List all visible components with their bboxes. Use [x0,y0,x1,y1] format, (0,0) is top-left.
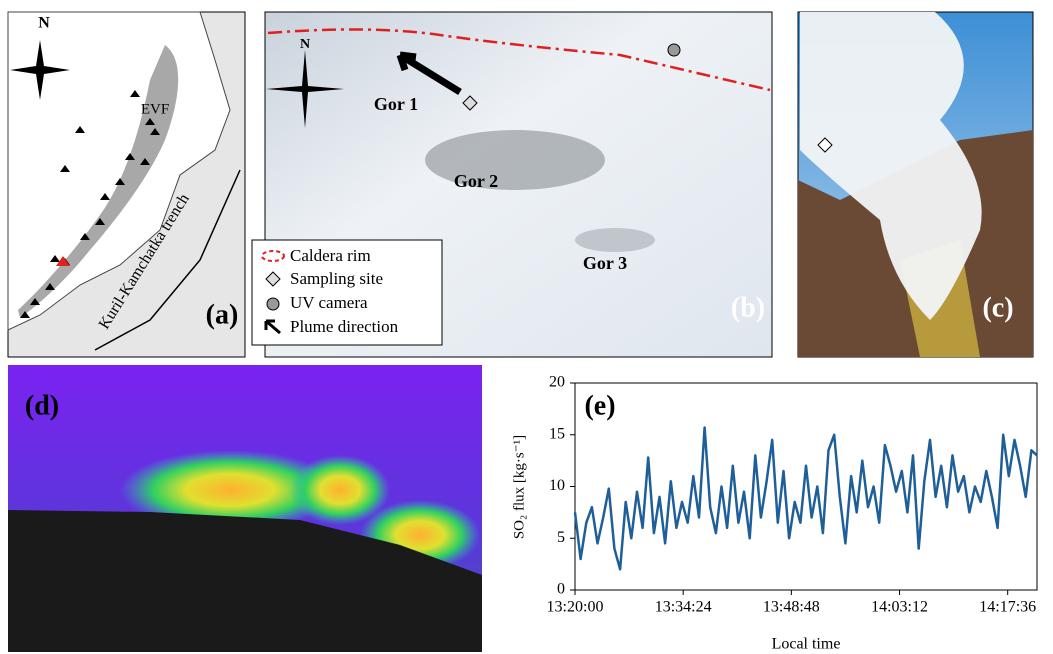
plume-signal [290,455,390,525]
y-axis-label: SO₂ flux [kg·s⁻¹] [511,435,527,539]
plume-signal [120,450,340,530]
panel-label: (b) [731,292,765,323]
legend-label: Sampling site [290,269,383,288]
legend-label: Caldera rim [290,246,371,265]
north-arrow [266,50,344,128]
uv-camera [667,43,681,57]
y-tick-label: 20 [549,374,565,391]
legend-symbol [265,271,281,287]
north-arrow [10,40,70,100]
trench-line [94,169,241,351]
x-axis-label: Local time [772,636,841,653]
legend-label: UV camera [290,293,368,312]
plume-arrow [396,51,462,95]
flux-line [573,426,1038,571]
sampling-site [817,137,833,153]
crater [575,228,655,252]
legend-symbol [261,250,285,262]
panel-label: (e) [584,390,615,421]
legend-label: Plume direction [290,317,399,336]
y-tick-label: 15 [549,425,565,442]
panel-e: (e) SO₂ flux [kg·s⁻¹] Local time 0 5 10 15 2… [511,374,1038,653]
region-label: EVF [141,101,169,117]
panel-label: (d) [25,390,59,421]
vent-label: Gor 2 [454,171,498,191]
x-tick-label: 14:03:12 [871,599,928,616]
x-tick-label: 14:17:36 [979,599,1036,616]
north-label: N [300,37,310,52]
volcanic-belt [18,45,179,318]
vent-label: Gor 3 [583,253,627,273]
panel-a: N EVF Kuril-Kamchatka trench (a) [7,11,246,358]
study-volcano [56,256,70,266]
y-tick-label: 10 [549,477,565,494]
legend-symbol [264,319,281,335]
panel-c: (c) [797,11,1034,358]
legend-symbol [266,297,280,311]
plot-frame [574,382,1038,591]
crater [425,130,605,190]
x-tick-label: 13:48:48 [763,599,820,616]
vent-label: Gor 1 [374,94,418,114]
y-tick-label: 0 [557,581,565,598]
x-tick-label: 13:20:00 [547,599,604,616]
panel-label: (c) [982,292,1013,323]
north-label: N [38,15,50,32]
y-tick-label: 5 [557,529,565,546]
panel-label: (a) [206,299,239,330]
x-tick-label: 13:34:24 [655,599,712,616]
terrain [8,510,482,652]
caldera-rim [267,28,771,92]
volcano-markers [20,90,160,318]
sampling-site [462,95,478,111]
panel-d: (d) [8,365,482,652]
panel-b: N Gor 1 Gor 2 Gor 3 Caldera rim Sampling… [251,11,773,358]
plume [800,12,982,320]
